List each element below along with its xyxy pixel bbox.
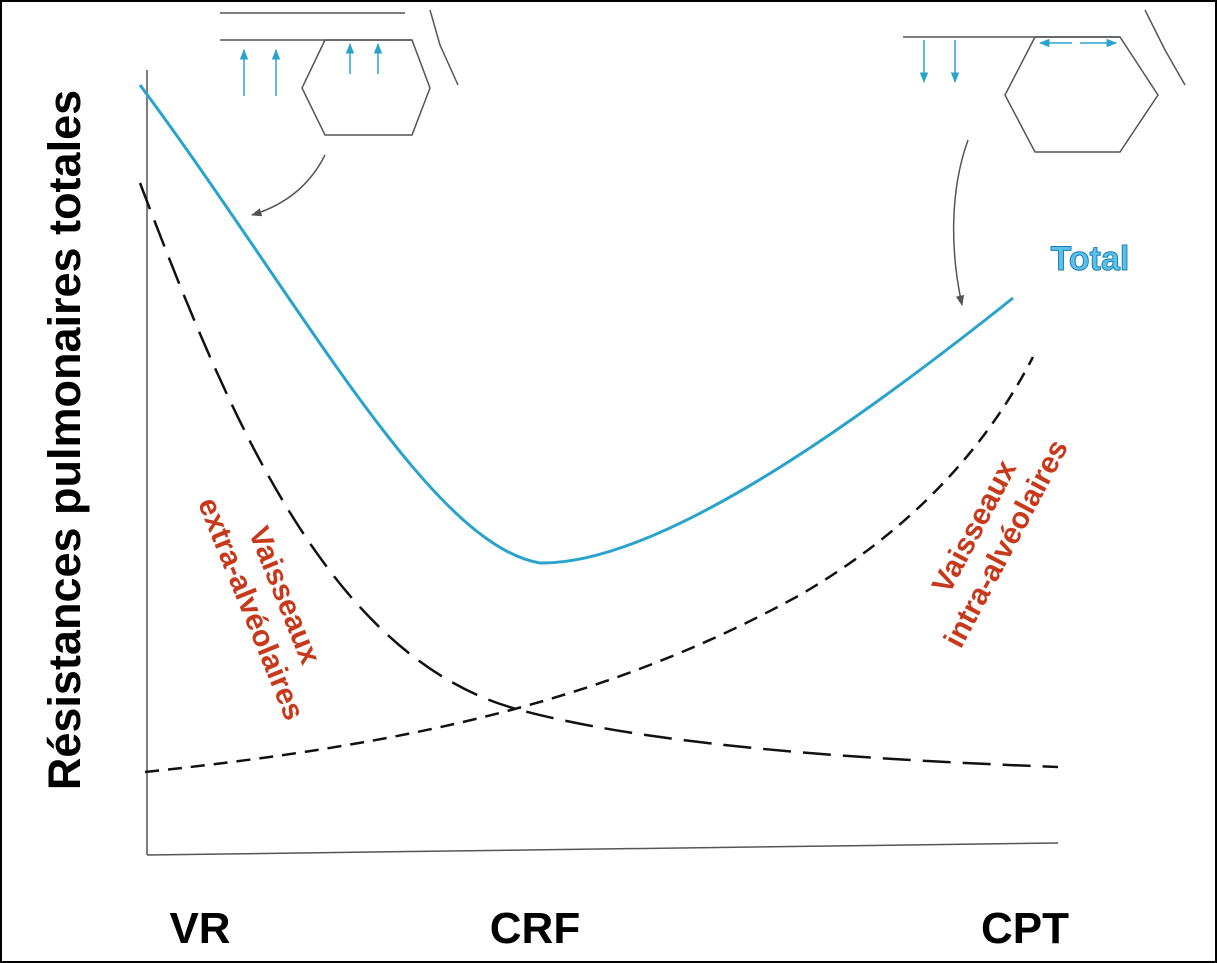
total-label: Total bbox=[1051, 240, 1130, 278]
diagram: Résistances pulmonaires totales VR CRF C… bbox=[0, 0, 1217, 963]
x-label: CRF bbox=[490, 904, 580, 953]
x-label: VR bbox=[169, 904, 230, 953]
y-axis-label: Résistances pulmonaires totales bbox=[39, 90, 90, 790]
x-label: CPT bbox=[981, 904, 1069, 953]
